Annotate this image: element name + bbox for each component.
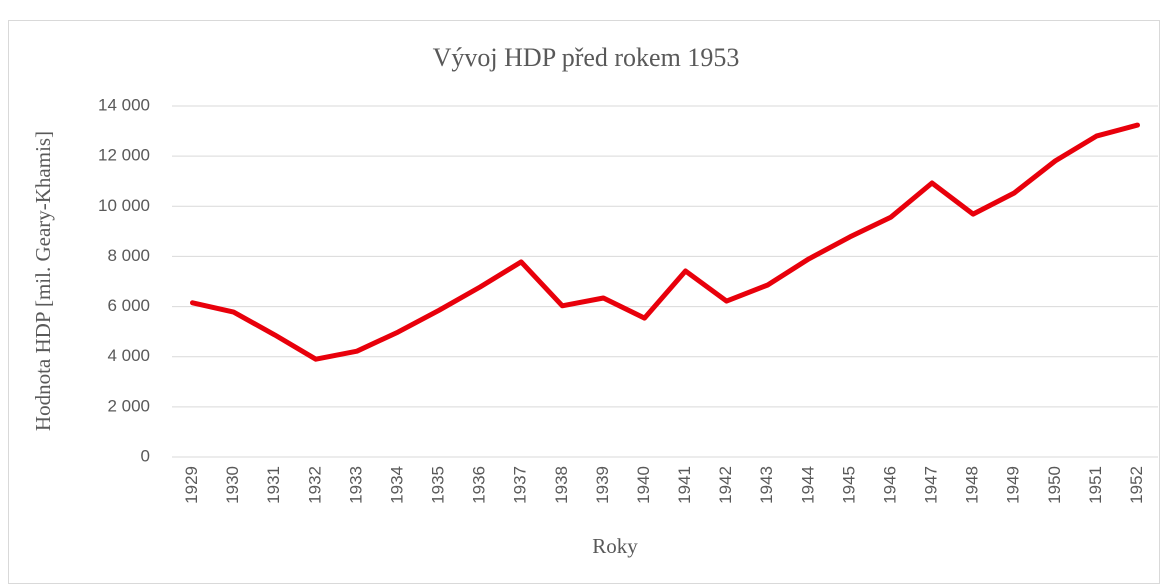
y-tick-label: 4 000 [107,346,150,365]
y-tick-label: 0 [141,446,150,465]
x-tick-label: 1942 [716,466,735,504]
x-tick-label: 1943 [757,466,776,504]
x-tick-label: 1949 [1004,466,1023,504]
x-tick-label: 1936 [470,466,489,504]
x-tick-label: 1951 [1086,466,1105,504]
x-tick-label: 1944 [798,466,817,504]
y-tick-label: 14 000 [98,95,150,114]
y-tick-label: 6 000 [107,296,150,315]
x-tick-label: 1952 [1127,466,1146,504]
x-tick-label: 1938 [552,466,571,504]
y-axis-title: Hodnota HDP [mil. Geary-Khamis] [31,131,55,431]
y-tick-label: 2 000 [107,396,150,415]
x-tick-label: 1935 [429,466,448,504]
x-tick-label: 1931 [264,466,283,504]
y-tick-label: 8 000 [107,246,150,265]
x-tick-label: 1934 [387,466,406,504]
data-line [190,122,1140,362]
x-tick-label: 1950 [1045,466,1064,504]
x-tick-label: 1940 [634,466,653,504]
x-tick-label: 1945 [839,466,858,504]
x-tick-label: 1937 [511,466,530,504]
chart-title: Vývoj HDP před rokem 1953 [433,43,740,72]
y-tick-label: 10 000 [98,196,150,215]
x-tick-label: 1930 [223,466,242,504]
x-tick-label: 1947 [922,466,941,504]
x-tick-label: 1941 [675,466,694,504]
x-tick-label: 1939 [593,466,612,504]
y-tick-label: 12 000 [98,146,150,165]
x-tick-label: 1929 [182,466,201,504]
x-tick-label: 1948 [963,466,982,504]
x-axis-title: Roky [592,534,638,558]
x-tick-label: 1933 [346,466,365,504]
x-tick-label: 1932 [305,466,324,504]
x-tick-label: 1946 [880,466,899,504]
